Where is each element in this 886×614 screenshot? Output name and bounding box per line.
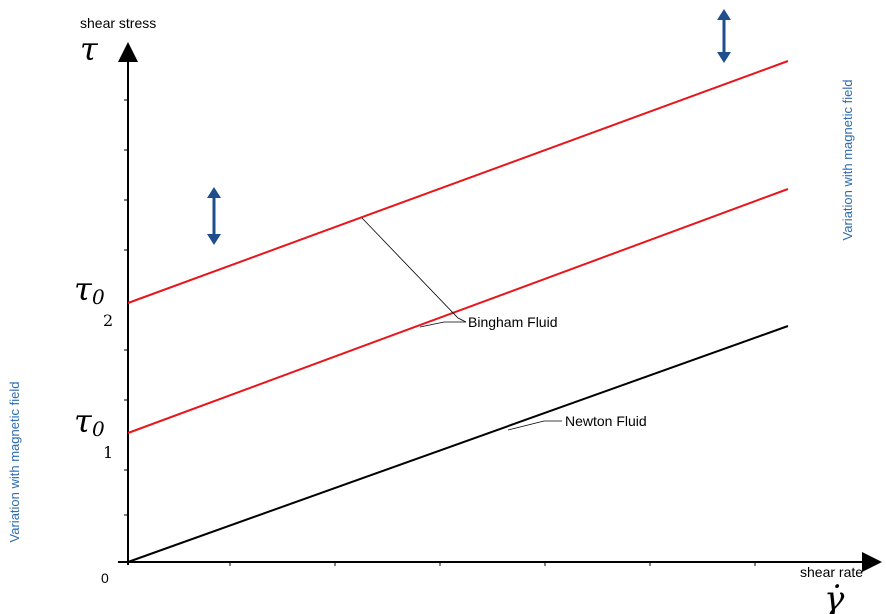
- tau-subscript-o: 0: [92, 285, 105, 309]
- bingham-fluid-label: Bingham Fluid: [468, 314, 558, 330]
- double-arrow-icon: [207, 187, 221, 245]
- x-axis-ticks: [229, 562, 756, 566]
- right-side-caption: Variation with magnetic field: [840, 80, 855, 241]
- tau-02-marker: τ 0 2: [74, 270, 113, 330]
- tau-index: 1: [103, 443, 113, 462]
- double-arrow-icon: [717, 9, 731, 63]
- y-axis-ticks: [124, 99, 128, 516]
- bingham-lower-line: [127, 188, 789, 434]
- tau-subscript-o: 0: [92, 417, 105, 441]
- newton-leader: [507, 420, 562, 431]
- bingham-upper-line: [127, 60, 789, 304]
- x-axis-title: shear rate: [800, 564, 863, 580]
- tau-index: 2: [103, 311, 113, 330]
- tau-01-marker: τ 0 1: [74, 402, 113, 462]
- left-side-caption: Variation with magnetic field: [7, 382, 22, 543]
- bingham-leader-upper: [361, 217, 467, 323]
- y-axis-symbol: τ: [80, 30, 99, 68]
- origin-label: 0: [101, 570, 109, 586]
- x-axis-symbol: γ̇: [824, 579, 845, 614]
- y-axis-title: shear stress: [80, 15, 156, 31]
- bingham-leader-lower: [419, 321, 466, 328]
- tau-symbol: τ: [74, 270, 93, 308]
- tau-symbol: τ: [74, 402, 93, 440]
- newton-fluid-label: Newton Fluid: [565, 413, 647, 429]
- newton-line: [127, 325, 789, 563]
